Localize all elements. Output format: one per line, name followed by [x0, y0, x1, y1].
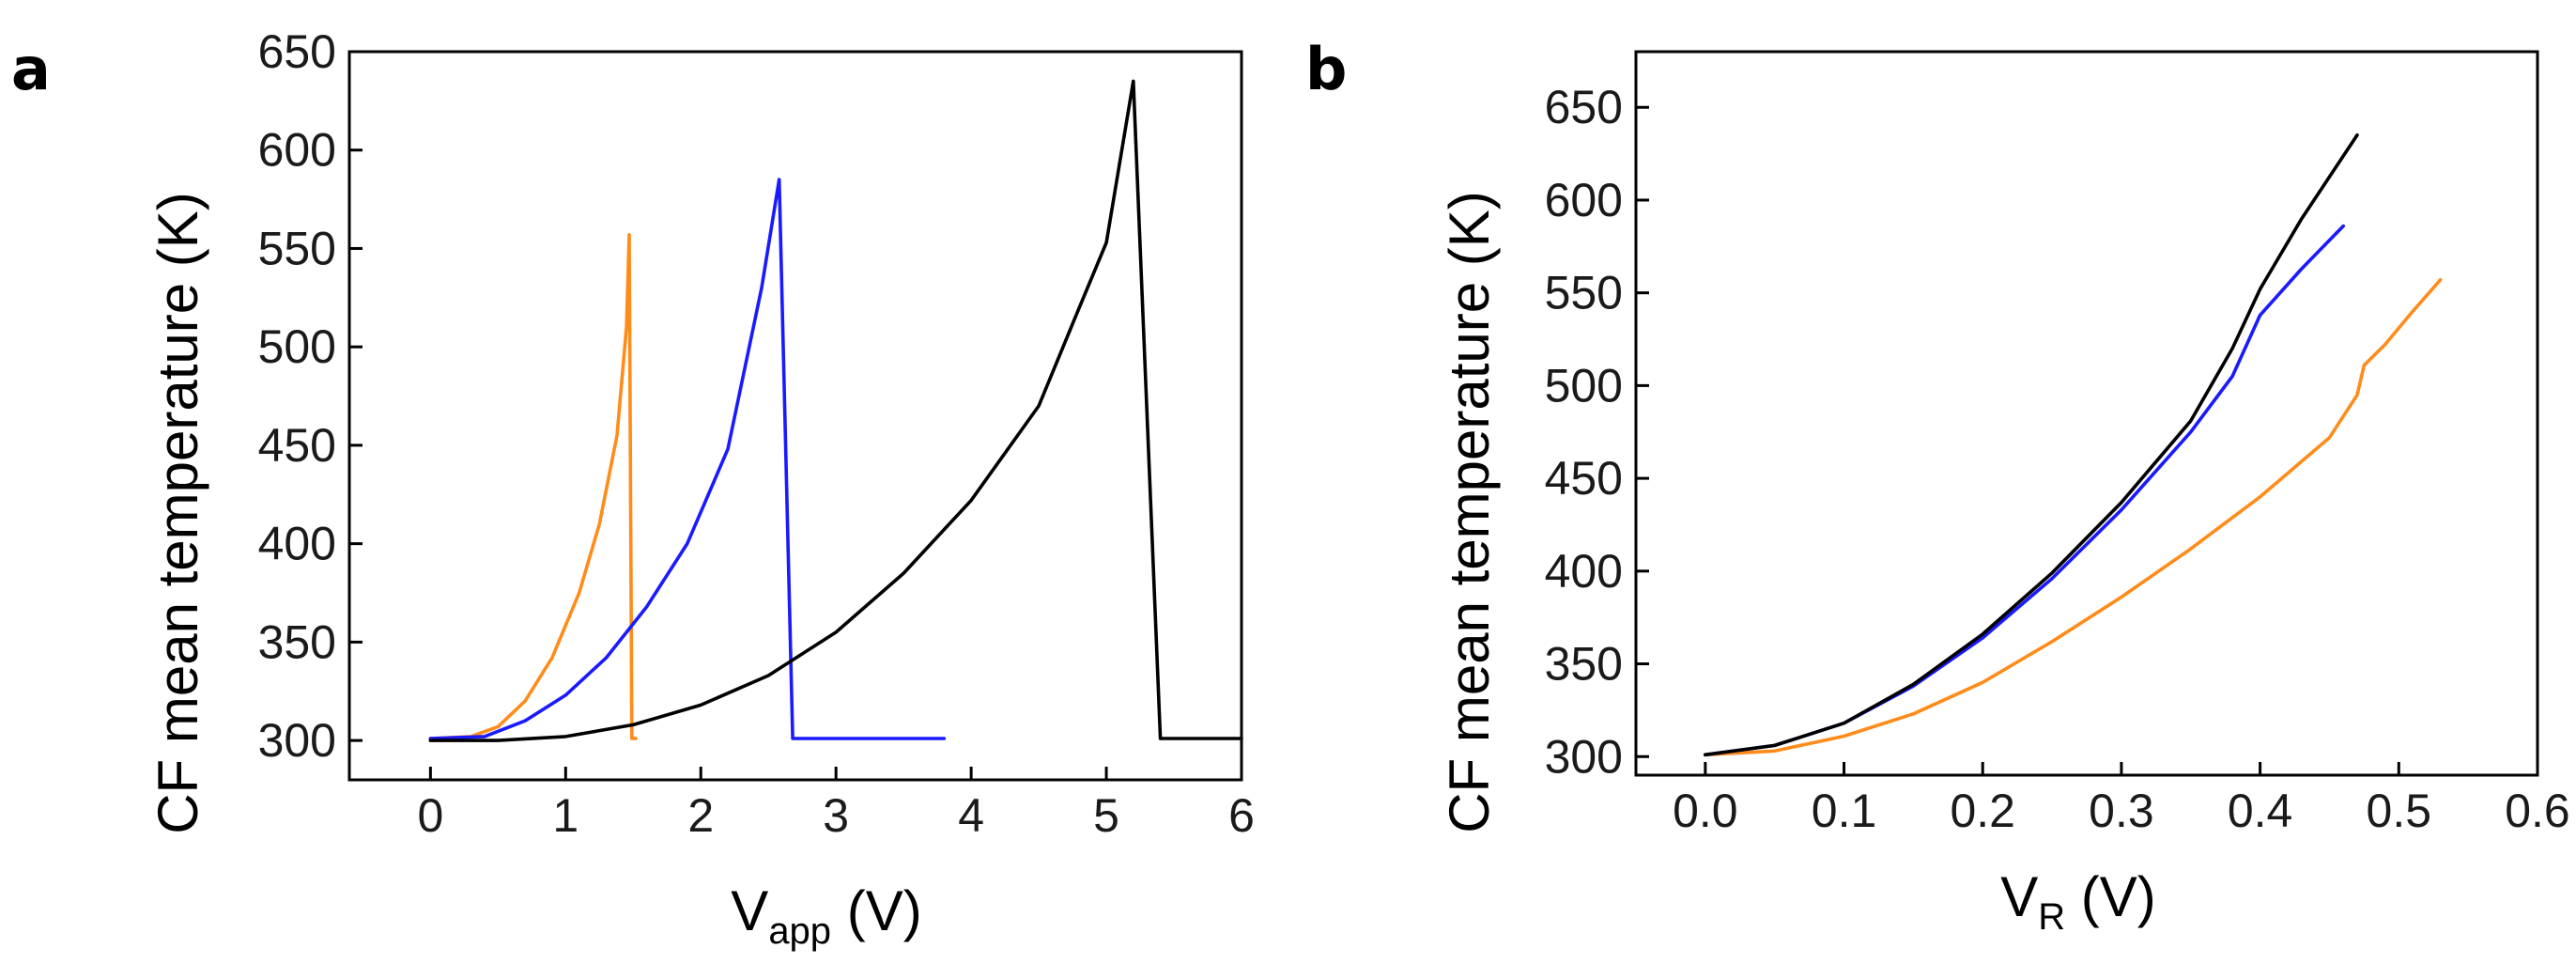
- series-line-blue: [1704, 224, 2345, 757]
- y-tick-label: 300: [258, 714, 336, 767]
- x-axis-title-a: Vapp (V): [731, 879, 921, 952]
- x-axis-title-a-main: V: [731, 879, 768, 942]
- y-axis-title-a: CF mean temperature (K): [147, 192, 209, 834]
- x-axis-title-b-main: V: [2000, 865, 2038, 928]
- y-tick-label: 650: [1545, 81, 1623, 133]
- series-line-orange: [1704, 278, 2443, 757]
- y-tick-label: 600: [258, 124, 336, 177]
- x-tick-label: 0.2: [1950, 785, 2015, 837]
- y-tick-label: 450: [258, 419, 336, 472]
- y-tick-label: 600: [1545, 174, 1623, 226]
- x-tick-label: 2: [687, 789, 714, 842]
- x-tick-label: 0.6: [2505, 785, 2570, 837]
- y-tick-label: 350: [1545, 638, 1623, 691]
- y-tick-label: 300: [1545, 730, 1623, 783]
- series-line-orange: [428, 233, 638, 740]
- y-tick-label: 550: [258, 222, 336, 274]
- panel-label-b: b: [1305, 35, 1347, 103]
- chart-panel-a: CF mean temperature (K) Vapp (V) 0 1 2 3 4 5 6…: [147, 25, 1255, 952]
- y-tick-label: 500: [258, 320, 336, 373]
- y-tick-label: 500: [1545, 359, 1623, 412]
- x-tick-label: 0.0: [1673, 785, 1738, 837]
- x-tick-label: 3: [823, 789, 849, 842]
- series-line-black: [1704, 133, 2359, 757]
- x-tick-label: 0.1: [1812, 785, 1877, 837]
- x-tick-label: 0.4: [2228, 785, 2293, 837]
- y-axis-title-b: CF mean temperature (K): [1438, 191, 1501, 833]
- x-tick-label: 4: [958, 789, 984, 842]
- plot-frame: [347, 50, 1243, 782]
- y-tick-label: 550: [1545, 267, 1623, 319]
- x-tick-label: 0.3: [2089, 785, 2154, 837]
- x-tick-label: 0: [417, 789, 443, 842]
- plot-frame: [1634, 50, 2539, 777]
- x-axis-title-b-sub: R: [2038, 896, 2065, 938]
- x-axis-title-a-unit: (V): [831, 879, 922, 942]
- y-tick-label: 650: [258, 25, 336, 78]
- x-tick-label: 0.5: [2367, 785, 2432, 837]
- y-tick-label: 400: [258, 518, 336, 570]
- y-tick-label: 400: [1545, 545, 1623, 598]
- x-axis-title-b: VR (V): [2000, 865, 2156, 938]
- x-axis-title-a-sub: app: [768, 910, 831, 952]
- y-tick-label: 350: [258, 615, 336, 668]
- x-tick-label: 5: [1093, 789, 1119, 842]
- panel-label-a: a: [11, 35, 51, 103]
- x-tick-label: 6: [1228, 789, 1255, 842]
- chart-panel-b: CF mean temperature (K) VR (V) 0.0 0.1 0.2…: [1438, 50, 2570, 938]
- series-line-black: [428, 79, 1243, 742]
- x-tick-label: 1: [552, 789, 578, 842]
- series-line-blue: [428, 178, 947, 740]
- y-tick-label: 450: [1545, 452, 1623, 505]
- x-axis-title-b-unit: (V): [2065, 865, 2156, 928]
